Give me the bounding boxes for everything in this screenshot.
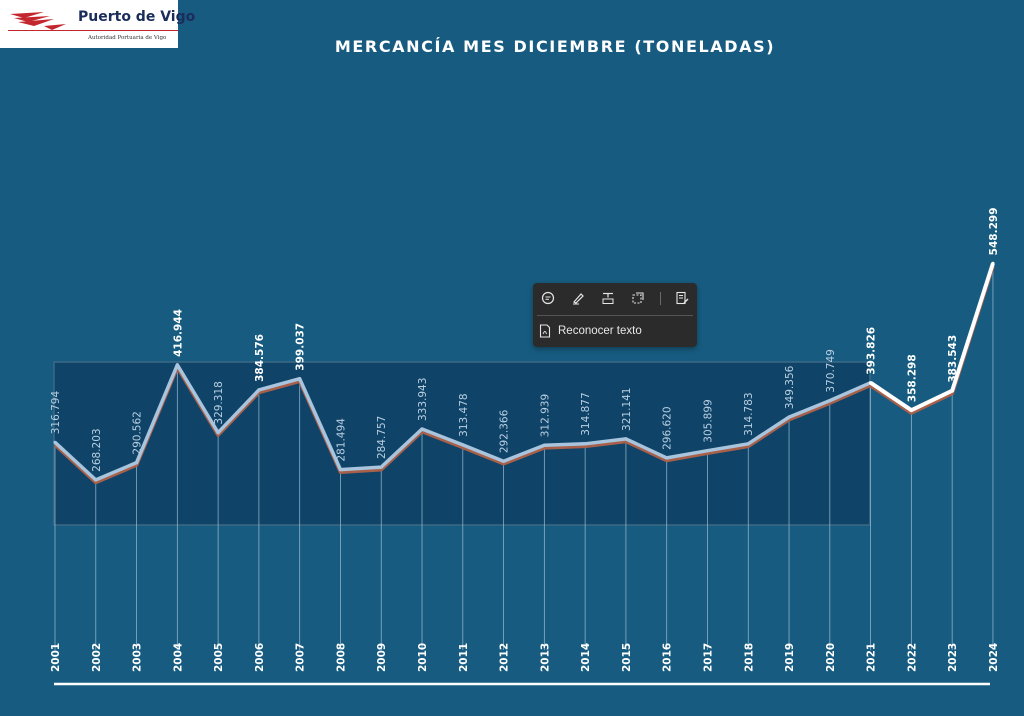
data-label-2013: 312.939 bbox=[539, 394, 551, 437]
data-label-2002: 268.203 bbox=[91, 428, 103, 471]
x-tick-label-2006: 2006 bbox=[254, 643, 266, 672]
x-tick-label-2023: 2023 bbox=[947, 643, 959, 672]
x-tick-label-2004: 2004 bbox=[172, 643, 184, 672]
x-tick-label-2017: 2017 bbox=[702, 643, 714, 672]
recognize-text-button[interactable]: Reconocer texto bbox=[539, 321, 691, 341]
x-tick-label-2005: 2005 bbox=[213, 643, 225, 672]
data-point-2004 bbox=[175, 363, 179, 367]
data-point-2012 bbox=[501, 459, 506, 463]
x-tick-label-2018: 2018 bbox=[743, 643, 755, 672]
data-point-2010 bbox=[420, 427, 424, 431]
data-label-2017: 305.899 bbox=[702, 399, 714, 442]
x-tick-label-2008: 2008 bbox=[335, 643, 347, 672]
comment-icon[interactable] bbox=[539, 289, 557, 307]
data-point-2024 bbox=[991, 261, 995, 265]
data-label-2005: 329.318 bbox=[213, 381, 225, 424]
data-label-2021: 393.826 bbox=[866, 327, 878, 375]
data-label-2023: 383.543 bbox=[947, 335, 959, 383]
x-tick-label-2001: 2001 bbox=[50, 643, 62, 672]
x-tick-label-2019: 2019 bbox=[784, 643, 796, 672]
data-point-2018 bbox=[746, 442, 750, 446]
x-tick-label-2014: 2014 bbox=[580, 643, 592, 672]
data-point-2003 bbox=[134, 461, 139, 465]
logo-emblem-icon bbox=[10, 12, 66, 30]
logo-subtitle: Autoridad Portuaria de Vigo bbox=[88, 35, 167, 41]
data-label-2004: 416.944 bbox=[172, 309, 184, 357]
data-point-2016 bbox=[665, 456, 669, 460]
data-label-2015: 321.141 bbox=[621, 388, 633, 431]
x-tick-label-2003: 2003 bbox=[132, 643, 144, 672]
logo-name: Puerto de Vigo bbox=[78, 9, 196, 25]
data-label-2012: 292.366 bbox=[499, 409, 511, 453]
data-point-2014 bbox=[583, 442, 587, 446]
logo: Puerto de Vigo Autoridad Portuaria de Vi… bbox=[0, 0, 195, 48]
x-tick-label-2016: 2016 bbox=[662, 643, 674, 672]
data-point-2002 bbox=[94, 478, 98, 482]
data-point-2023 bbox=[950, 389, 954, 393]
data-point-2015 bbox=[624, 437, 628, 441]
x-tick-label-2024: 2024 bbox=[988, 643, 1000, 672]
data-point-2019 bbox=[787, 415, 791, 419]
x-tick-label-2015: 2015 bbox=[621, 643, 633, 672]
pdf-document-icon bbox=[539, 324, 551, 338]
x-tick-label-2009: 2009 bbox=[376, 643, 388, 672]
x-tick-label-2022: 2022 bbox=[906, 643, 918, 672]
pdf-annotation-toolbar: Reconocer texto bbox=[533, 283, 697, 347]
x-tick-label-2011: 2011 bbox=[458, 643, 470, 672]
x-tick-label-2012: 2012 bbox=[499, 643, 511, 672]
data-point-2011 bbox=[461, 443, 465, 447]
x-tick-label-2020: 2020 bbox=[825, 643, 837, 672]
data-point-2017 bbox=[705, 449, 710, 453]
x-tick-label-2010: 2010 bbox=[417, 643, 429, 672]
data-point-2020 bbox=[828, 399, 832, 403]
data-label-2022: 358.298 bbox=[906, 354, 918, 402]
x-tick-label-2021: 2021 bbox=[866, 643, 878, 672]
notes-edit-icon[interactable] bbox=[673, 289, 691, 307]
data-label-2018: 314.783 bbox=[743, 392, 755, 435]
data-label-2008: 281.494 bbox=[335, 418, 347, 462]
chart-title: MERCANCÍA MES DICIEMBRE (TONELADAS) bbox=[334, 37, 776, 56]
data-label-2003: 290.562 bbox=[132, 411, 144, 454]
data-label-2016: 296.620 bbox=[662, 406, 674, 449]
data-label-2011: 313.478 bbox=[458, 393, 470, 436]
x-tick-label-2007: 2007 bbox=[295, 643, 307, 672]
select-area-icon[interactable] bbox=[629, 289, 647, 307]
data-point-2022 bbox=[909, 408, 913, 412]
text-box-icon[interactable] bbox=[599, 289, 617, 307]
data-label-2010: 333.943 bbox=[417, 378, 429, 421]
logo-divider bbox=[8, 30, 178, 31]
series-highlight-line bbox=[869, 262, 995, 413]
toolbar-divider bbox=[537, 315, 693, 316]
data-point-2005 bbox=[216, 431, 220, 435]
toolbar-separator bbox=[660, 292, 661, 305]
data-label-2007: 399.037 bbox=[295, 323, 307, 371]
data-point-2021 bbox=[869, 381, 873, 385]
highlight-pen-icon[interactable] bbox=[569, 289, 587, 307]
data-point-2009 bbox=[379, 465, 383, 469]
data-label-2024: 548.299 bbox=[988, 207, 1000, 255]
series-highlight-shadow-line bbox=[869, 265, 995, 415]
data-point-2006 bbox=[257, 388, 261, 392]
data-label-2009: 284.757 bbox=[376, 416, 388, 459]
x-tick-label-2002: 2002 bbox=[91, 643, 103, 672]
data-label-2006: 384.576 bbox=[254, 334, 266, 382]
data-label-2019: 349.356 bbox=[784, 365, 796, 409]
data-label-2014: 314.877 bbox=[580, 392, 592, 435]
data-point-2013 bbox=[542, 443, 546, 447]
data-point-2007 bbox=[298, 377, 302, 381]
data-label-2020: 370.749 bbox=[825, 349, 837, 392]
data-point-2008 bbox=[338, 468, 343, 472]
recognize-text-label: Reconocer texto bbox=[558, 325, 642, 337]
x-tick-label-2013: 2013 bbox=[539, 643, 551, 672]
data-point-2001 bbox=[53, 440, 57, 444]
data-label-2001: 316.794 bbox=[50, 391, 62, 435]
